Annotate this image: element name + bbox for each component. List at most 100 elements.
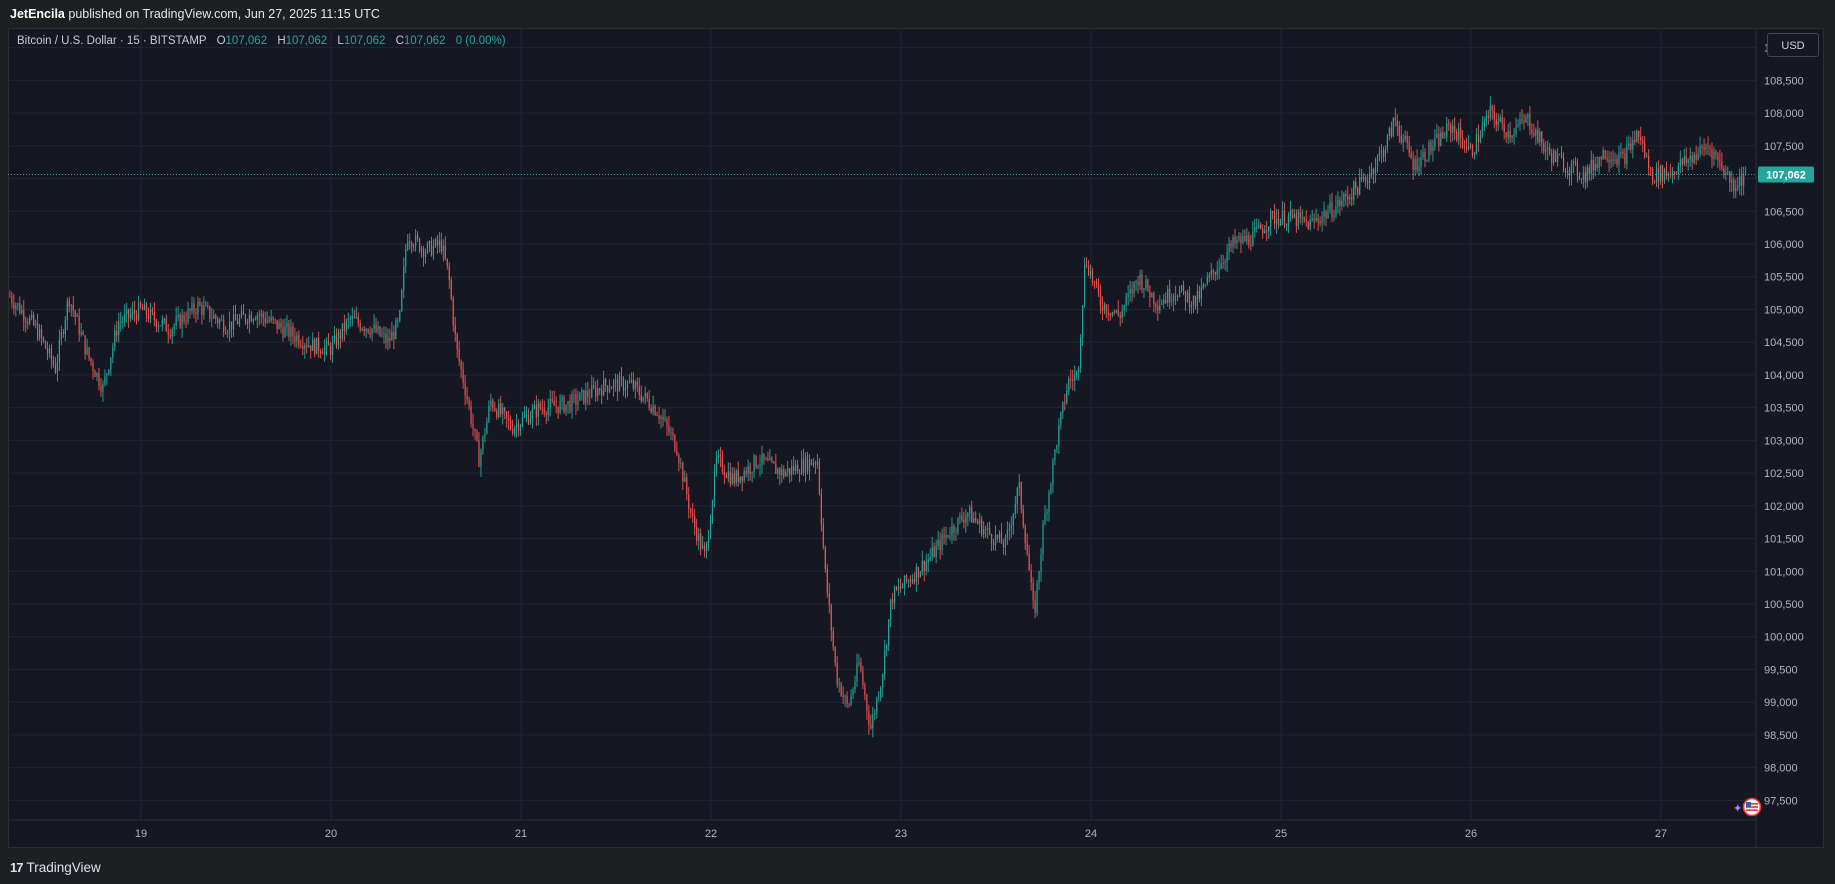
candle bbox=[913, 572, 915, 585]
candle bbox=[773, 460, 775, 464]
candle bbox=[1416, 149, 1418, 174]
publish-bar: JetEncila published on TradingView.com, … bbox=[0, 0, 1835, 28]
candle bbox=[925, 553, 927, 576]
x-tick-label: 27 bbox=[1655, 828, 1667, 840]
candle bbox=[737, 461, 739, 487]
candle bbox=[98, 367, 100, 391]
candle bbox=[1624, 147, 1626, 168]
candle bbox=[1553, 148, 1555, 166]
candle bbox=[761, 445, 763, 475]
candle bbox=[515, 414, 518, 438]
candle bbox=[242, 303, 245, 316]
candle bbox=[1695, 145, 1697, 165]
candle bbox=[903, 575, 906, 596]
candle bbox=[1560, 146, 1563, 159]
candle bbox=[139, 300, 142, 309]
candle bbox=[959, 512, 961, 525]
candle bbox=[988, 521, 991, 536]
candle bbox=[741, 476, 743, 492]
candle bbox=[1707, 136, 1709, 156]
candle bbox=[143, 298, 146, 311]
candle bbox=[355, 306, 357, 320]
candle bbox=[1129, 280, 1131, 302]
candle bbox=[1341, 190, 1343, 211]
author-name[interactable]: JetEncila bbox=[10, 7, 65, 21]
candle bbox=[42, 336, 45, 344]
symbol-title[interactable]: Bitcoin / U.S. Dollar · 15 · BITSTAMP bbox=[17, 35, 207, 47]
candle bbox=[680, 458, 682, 469]
candle bbox=[15, 302, 17, 317]
candle bbox=[496, 408, 498, 420]
candle bbox=[411, 240, 413, 254]
candle bbox=[325, 337, 328, 356]
y-tick-label: 107,500 bbox=[1764, 141, 1804, 153]
candle bbox=[401, 288, 403, 313]
candle bbox=[323, 339, 326, 362]
candle bbox=[591, 375, 593, 399]
price-chart[interactable]: 97,500 98,000 98,500 99,000 99,500 100,000 100… bbox=[8, 28, 1824, 848]
candle bbox=[939, 532, 941, 560]
candle bbox=[1454, 117, 1456, 140]
candle bbox=[488, 400, 490, 424]
candle bbox=[1309, 214, 1311, 231]
candle bbox=[420, 245, 423, 258]
candle bbox=[767, 451, 769, 462]
candle bbox=[1321, 211, 1323, 232]
candle bbox=[286, 314, 288, 337]
candle bbox=[1392, 117, 1394, 138]
candle bbox=[844, 694, 846, 707]
candle bbox=[1289, 200, 1292, 222]
candle bbox=[21, 304, 23, 315]
candle bbox=[1056, 444, 1058, 454]
candle bbox=[1640, 126, 1642, 145]
candle bbox=[304, 343, 306, 359]
candle bbox=[1519, 111, 1521, 131]
candle bbox=[1103, 301, 1105, 315]
candle bbox=[797, 459, 799, 474]
candle bbox=[1570, 159, 1573, 186]
candle bbox=[1713, 146, 1715, 166]
candle bbox=[359, 319, 361, 333]
y-tick-label: 99,500 bbox=[1764, 664, 1798, 676]
candle bbox=[1642, 135, 1644, 153]
us-flag-event-icon[interactable]: ✦ bbox=[1733, 796, 1763, 818]
candle bbox=[35, 319, 37, 329]
candle bbox=[1543, 138, 1545, 155]
candle bbox=[727, 462, 729, 483]
candle bbox=[177, 306, 179, 322]
candle bbox=[1448, 119, 1450, 131]
candle bbox=[923, 560, 925, 582]
candle bbox=[864, 682, 866, 701]
candle bbox=[648, 390, 650, 411]
candle bbox=[228, 311, 231, 342]
currency-selector[interactable]: USD bbox=[1767, 33, 1819, 57]
candle bbox=[413, 243, 415, 252]
candle bbox=[1275, 208, 1278, 234]
candle bbox=[856, 653, 858, 687]
candle bbox=[1359, 168, 1361, 196]
tradingview-logo[interactable]: 17 TradingView bbox=[10, 860, 101, 875]
candle bbox=[838, 677, 840, 693]
candle bbox=[783, 465, 785, 480]
candle bbox=[1632, 131, 1634, 159]
candle bbox=[1238, 232, 1240, 243]
candle bbox=[832, 626, 834, 651]
candle bbox=[244, 313, 247, 325]
candle bbox=[1396, 114, 1398, 137]
candle bbox=[1163, 293, 1165, 309]
candle bbox=[862, 665, 864, 690]
candle bbox=[1709, 144, 1711, 157]
candle bbox=[646, 392, 648, 402]
x-tick-label: 19 bbox=[135, 828, 147, 840]
candle bbox=[284, 318, 286, 338]
candle bbox=[472, 413, 474, 437]
candle bbox=[1293, 208, 1295, 219]
candle bbox=[1705, 143, 1707, 155]
candle bbox=[830, 603, 832, 642]
candle bbox=[240, 305, 243, 320]
symbol-legend: Bitcoin / U.S. Dollar · 15 · BITSTAMP O1… bbox=[17, 35, 506, 47]
candle bbox=[345, 318, 347, 335]
chart-frame[interactable] bbox=[8, 28, 1824, 848]
candle bbox=[1226, 243, 1228, 273]
candle bbox=[965, 509, 967, 533]
